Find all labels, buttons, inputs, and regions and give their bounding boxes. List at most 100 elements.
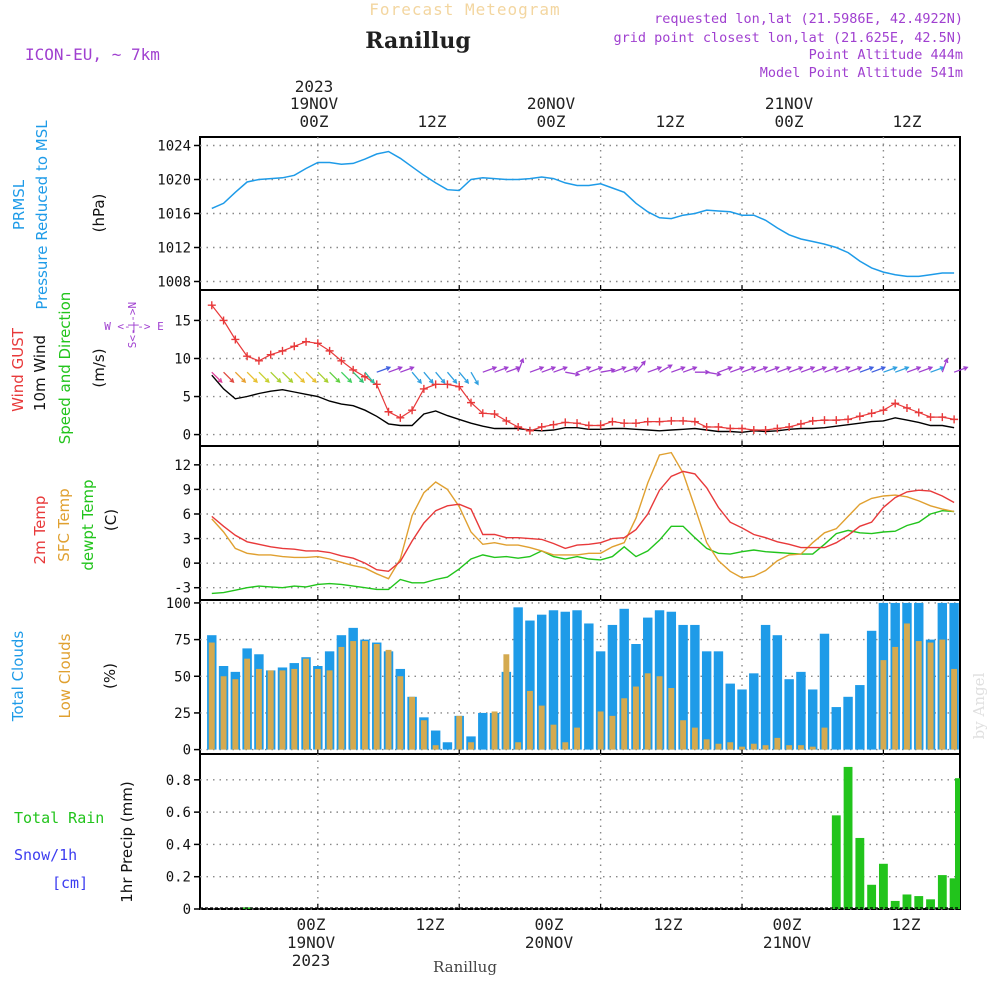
low-cloud-bar (668, 688, 675, 750)
wind-arrow (411, 371, 422, 384)
low-cloud-bar (927, 642, 934, 750)
compass-sn: S<-|->N (126, 302, 139, 348)
bottom-time-00z-2: 00Z (535, 915, 564, 934)
plot-layer: 1008 1012 1016 1020 1024 0 5 10 15 -3 0 3 6 9 12 0 25 50 7… (157, 136, 969, 918)
wind-arrow (777, 366, 792, 373)
pressure-ytick-label: 1024 (157, 139, 191, 155)
wind-unit: (m/s) (90, 348, 108, 387)
pressure-ytick-label: 1012 (157, 241, 191, 257)
gust-marker (867, 409, 876, 418)
clouds-unit: (%) (101, 663, 119, 689)
low-cloud-bar (915, 641, 922, 750)
low-cloud-bar (809, 746, 816, 750)
gust-marker (902, 403, 911, 412)
bottom-year-label: 2023 (292, 951, 331, 970)
bottom-date-19nov: 19NOV (287, 933, 336, 952)
total-cloud-bar (607, 624, 618, 750)
clouds-ytick-label: 25 (174, 706, 191, 722)
wind-arrow (588, 366, 604, 373)
wind-arrow (647, 366, 663, 373)
wind-arrow (824, 366, 839, 373)
total-cloud-bar (560, 611, 570, 750)
total-cloud-bar (772, 635, 783, 750)
total-cloud-bar (430, 730, 441, 750)
gust-marker (832, 416, 841, 425)
low-cloud-bar (892, 646, 899, 750)
dewpt-label: dewpt Temp (79, 479, 97, 570)
low-cloud-bar (691, 727, 698, 750)
top-date-19nov: 19NOV (290, 94, 339, 113)
low-cloud-bar (291, 668, 298, 750)
total-cloud-bar (678, 624, 688, 750)
wind-arrow (941, 357, 949, 373)
total-cloud-bar (843, 696, 853, 750)
temperature-ytick-label: 0 (183, 556, 191, 572)
total-rain-label: Total Rain (14, 809, 104, 827)
wind-arrow (706, 371, 722, 377)
wind10-line (211, 374, 955, 434)
wind-arrow (352, 371, 365, 384)
temp-unit: (C) (102, 509, 120, 531)
gust-marker (608, 417, 617, 426)
low-cloud-bar (550, 724, 557, 750)
gust-marker (950, 415, 959, 424)
total-cloud-bar (749, 673, 759, 750)
wind-arrow (565, 371, 581, 377)
low-cloud-bar (703, 739, 710, 750)
footer-place: Ranillug (433, 958, 497, 976)
low-cloud-bar (420, 720, 427, 750)
low-cloud-bar (880, 660, 887, 750)
gust-marker (573, 419, 582, 428)
wind-arrow (812, 366, 828, 373)
wind-arrow (541, 366, 557, 373)
low-cloud-bar (526, 690, 533, 750)
gust-marker (620, 419, 629, 428)
gust-marker (891, 399, 900, 408)
low-cloud-bar (786, 745, 793, 750)
top-time-12z-2: 12Z (656, 112, 685, 131)
low-cloud-bar (326, 670, 333, 750)
precip-ytick-label: 0.6 (166, 805, 191, 821)
total-cloud-bar (478, 712, 488, 750)
sfc-temp-label: SFC Temp (55, 488, 73, 561)
total-cloud-bar (536, 614, 547, 750)
gust-marker (231, 335, 240, 344)
gust-marker (855, 412, 864, 421)
low-cloud-bar (373, 644, 380, 750)
wind-arrow (258, 371, 270, 384)
total-cloud-bar (442, 742, 453, 750)
pressure-ytick-label: 1020 (157, 173, 191, 189)
wind-arrow (376, 366, 392, 373)
clouds-ytick-label: 75 (174, 633, 191, 649)
total-cloud-bar (584, 623, 594, 750)
wind-arrow (494, 366, 510, 373)
total-cloud-bar (701, 651, 712, 750)
low-cloud-bar (821, 727, 828, 750)
low-cloud-bar (255, 668, 262, 750)
low-cloud-bar (644, 673, 651, 750)
top-date-21nov: 21NOV (765, 94, 814, 113)
wind-arrow (576, 366, 592, 373)
wind-arrow (730, 366, 745, 373)
pressure-panel: 1008 1012 1016 1020 1024 (157, 136, 961, 291)
gust-marker (408, 406, 417, 415)
gust-marker (525, 426, 534, 435)
gust-marker (431, 380, 440, 389)
low-cloud-bar (267, 670, 274, 750)
low-cloud-bar (515, 742, 522, 750)
wind-ytick-label: 10 (174, 351, 191, 367)
low-cloud-bar (939, 639, 946, 750)
clouds-ytick-label: 100 (166, 596, 191, 612)
wind-arrow (340, 371, 353, 384)
wind-arrow (435, 371, 446, 384)
place-title: Ranillug (365, 28, 471, 54)
total-cloud-bar (572, 610, 582, 750)
low-cloud-bar (727, 742, 734, 750)
wind-arrow (718, 366, 733, 373)
total-cloud-bar (525, 620, 535, 750)
gust-marker (796, 419, 805, 428)
wind-speed-dir-label: Speed and Direction (56, 292, 74, 445)
gust-marker (243, 352, 252, 361)
pressure-frame (199, 136, 961, 291)
point-altitude: Point Altitude 444m (809, 47, 963, 63)
